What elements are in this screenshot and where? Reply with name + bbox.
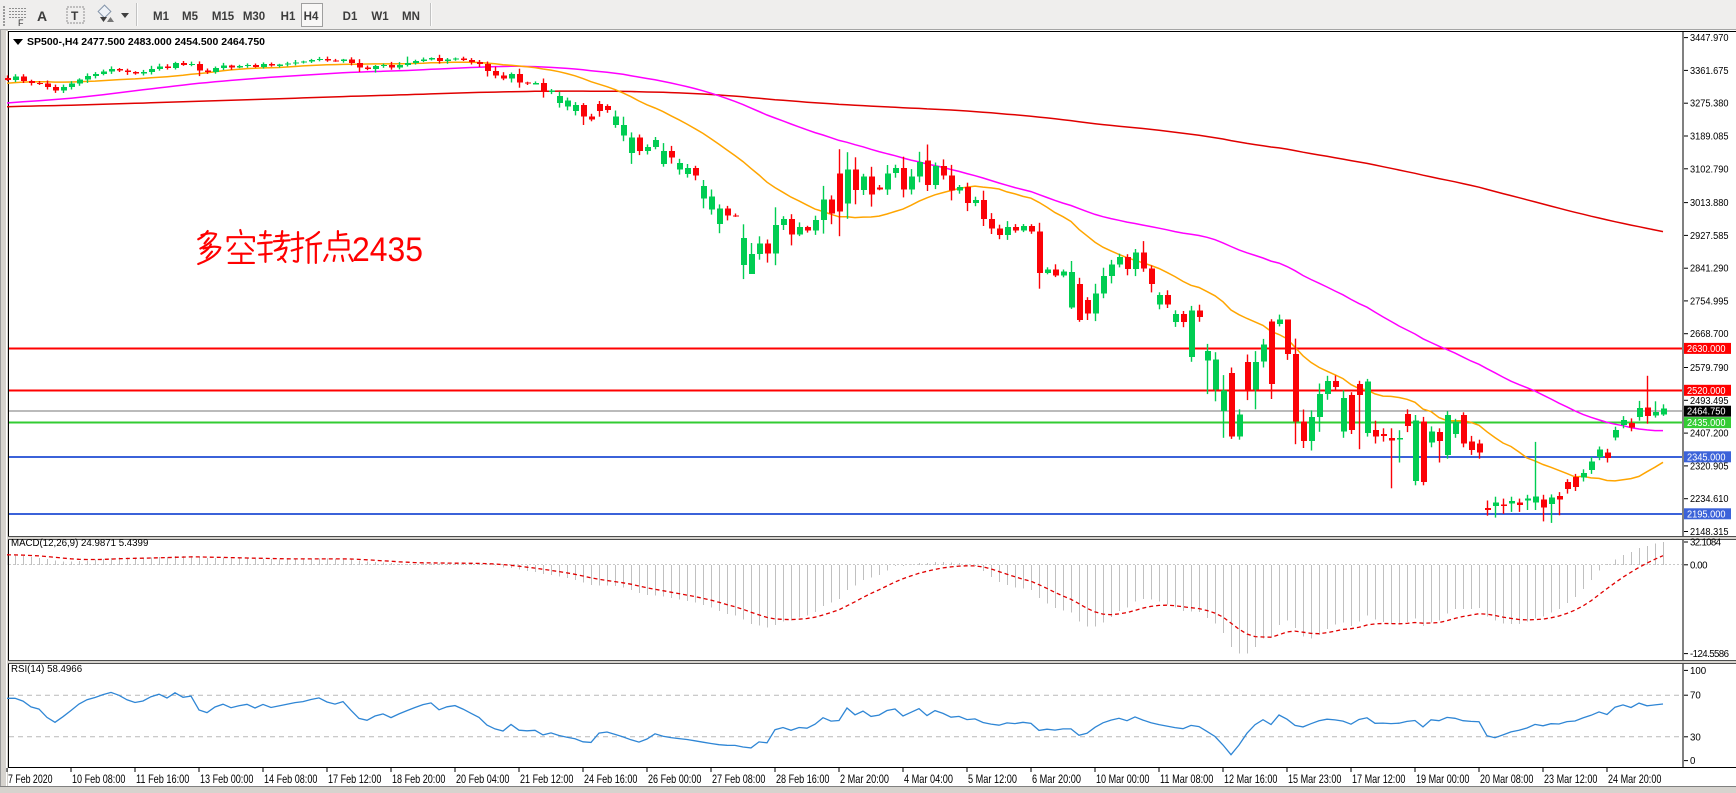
svg-text:2668.700: 2668.700	[1690, 329, 1729, 340]
svg-text:20 Mar 08:00: 20 Mar 08:00	[1480, 772, 1534, 786]
svg-text:H4: H4	[304, 11, 319, 23]
svg-text:M15: M15	[212, 11, 235, 23]
svg-text:32.1084: 32.1084	[1690, 538, 1722, 549]
svg-text:18 Feb 20:00: 18 Feb 20:00	[392, 772, 446, 786]
svg-text:7 Feb 2020: 7 Feb 2020	[8, 772, 53, 786]
svg-text:2493.495: 2493.495	[1690, 396, 1729, 407]
svg-text:2407.200: 2407.200	[1690, 429, 1729, 440]
svg-text:2345.000: 2345.000	[1687, 452, 1726, 463]
svg-text:MN: MN	[402, 11, 420, 23]
svg-text:2841.290: 2841.290	[1690, 264, 1729, 275]
svg-text:27 Feb 08:00: 27 Feb 08:00	[712, 772, 766, 786]
svg-text:2320.905: 2320.905	[1690, 461, 1729, 472]
svg-text:23 Mar 12:00: 23 Mar 12:00	[1544, 772, 1598, 786]
svg-text:14 Feb 08:00: 14 Feb 08:00	[264, 772, 318, 786]
svg-text:2520.000: 2520.000	[1687, 386, 1726, 397]
svg-text:MACD(12,26,9) 24.9871 5.4399: MACD(12,26,9) 24.9871 5.4399	[11, 538, 148, 549]
svg-text:2435: 2435	[352, 231, 423, 269]
svg-text:24 Feb 16:00: 24 Feb 16:00	[584, 772, 638, 786]
svg-text:19 Mar 00:00: 19 Mar 00:00	[1416, 772, 1470, 786]
svg-text:15 Mar 23:00: 15 Mar 23:00	[1288, 772, 1342, 786]
svg-text:11 Feb 16:00: 11 Feb 16:00	[136, 772, 190, 786]
svg-text:4 Mar 04:00: 4 Mar 04:00	[904, 772, 953, 786]
svg-text:12 Mar 16:00: 12 Mar 16:00	[1224, 772, 1278, 786]
svg-text:100: 100	[1690, 666, 1707, 677]
svg-text:2 Mar 20:00: 2 Mar 20:00	[840, 772, 889, 786]
svg-text:26 Feb 00:00: 26 Feb 00:00	[648, 772, 702, 786]
svg-text:24 Mar 20:00: 24 Mar 20:00	[1608, 772, 1662, 786]
svg-text:2148.315: 2148.315	[1690, 527, 1729, 538]
svg-text:10 Feb 08:00: 10 Feb 08:00	[72, 772, 126, 786]
svg-text:H1: H1	[281, 11, 296, 23]
svg-text:M5: M5	[182, 11, 199, 23]
svg-text:6 Mar 20:00: 6 Mar 20:00	[1032, 772, 1081, 786]
svg-text:2630.000: 2630.000	[1687, 344, 1726, 355]
svg-text:2464.750: 2464.750	[1687, 407, 1726, 418]
svg-text:21 Feb 12:00: 21 Feb 12:00	[520, 772, 574, 786]
svg-text:30: 30	[1690, 732, 1701, 743]
svg-text:M1: M1	[153, 11, 170, 23]
svg-text:F: F	[18, 18, 24, 28]
svg-text:17 Mar 12:00: 17 Mar 12:00	[1352, 772, 1406, 786]
svg-text:M30: M30	[243, 11, 265, 23]
svg-text:2234.610: 2234.610	[1690, 494, 1729, 505]
svg-text:2195.000: 2195.000	[1687, 509, 1726, 520]
svg-text:70: 70	[1690, 691, 1701, 702]
svg-text:0: 0	[1690, 756, 1696, 767]
svg-text:3013.880: 3013.880	[1690, 198, 1729, 209]
svg-text:D1: D1	[343, 11, 358, 23]
svg-text:RSI(14) 58.4966: RSI(14) 58.4966	[11, 664, 82, 675]
svg-text:W1: W1	[371, 11, 389, 23]
svg-text:13 Feb 00:00: 13 Feb 00:00	[200, 772, 254, 786]
svg-text:3102.790: 3102.790	[1690, 164, 1729, 175]
svg-text:3361.675: 3361.675	[1690, 66, 1729, 77]
svg-text:-124.5586: -124.5586	[1690, 649, 1729, 660]
svg-text:2579.790: 2579.790	[1690, 363, 1729, 374]
svg-text:3447.970: 3447.970	[1690, 33, 1729, 44]
svg-text:11 Mar 08:00: 11 Mar 08:00	[1160, 772, 1214, 786]
svg-text:2927.585: 2927.585	[1690, 231, 1729, 242]
svg-text:20 Feb 04:00: 20 Feb 04:00	[456, 772, 510, 786]
svg-text:5 Mar 12:00: 5 Mar 12:00	[968, 772, 1017, 786]
svg-text:T: T	[71, 9, 79, 23]
svg-text:A: A	[37, 8, 47, 24]
svg-text:28 Feb 16:00: 28 Feb 16:00	[776, 772, 830, 786]
svg-text:SP500-,H4 2477.500 2483.000 2: SP500-,H4 2477.500 2483.000 2454.500 246…	[27, 36, 265, 48]
svg-text:0.00: 0.00	[1690, 560, 1708, 571]
svg-text:3275.380: 3275.380	[1690, 99, 1729, 110]
svg-text:17 Feb 12:00: 17 Feb 12:00	[328, 772, 382, 786]
svg-text:10 Mar 00:00: 10 Mar 00:00	[1096, 772, 1150, 786]
svg-text:2754.995: 2754.995	[1690, 296, 1729, 307]
svg-text:3189.085: 3189.085	[1690, 132, 1729, 143]
svg-text:2435.000: 2435.000	[1687, 418, 1726, 429]
